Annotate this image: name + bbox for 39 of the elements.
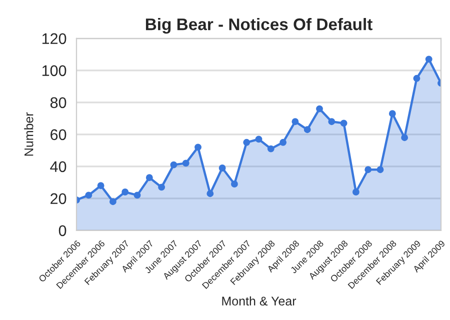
y-tick-label: 60 xyxy=(50,129,66,140)
point xyxy=(230,180,238,188)
point xyxy=(425,56,432,63)
y-tick-label: 0 xyxy=(58,225,66,236)
point xyxy=(364,166,372,174)
y-tick-label: 100 xyxy=(42,65,66,76)
chart-title: Big Bear - Notices Of Default xyxy=(146,18,372,34)
point xyxy=(376,166,384,174)
point xyxy=(134,192,141,199)
y-tick-label: 40 xyxy=(50,161,66,172)
point xyxy=(352,188,360,196)
point xyxy=(158,184,166,191)
y-tick-label: 120 xyxy=(42,33,66,44)
point xyxy=(316,105,323,112)
point xyxy=(122,188,129,196)
point xyxy=(401,134,408,142)
point xyxy=(194,144,202,151)
point xyxy=(146,174,153,182)
point xyxy=(413,74,420,82)
point xyxy=(255,136,262,143)
point xyxy=(292,118,299,126)
point xyxy=(328,118,336,126)
point xyxy=(85,192,92,199)
point xyxy=(243,138,250,146)
point xyxy=(170,161,178,168)
y-tick-label: 80 xyxy=(50,97,66,108)
point xyxy=(304,126,311,134)
point xyxy=(267,145,274,152)
point xyxy=(388,110,396,118)
y-axis-title: Number xyxy=(24,112,34,156)
x-axis-title: Month & Year xyxy=(222,296,296,306)
point xyxy=(206,190,214,198)
point xyxy=(182,160,190,167)
point xyxy=(218,164,226,172)
point xyxy=(109,198,116,206)
point xyxy=(280,138,287,146)
point xyxy=(97,182,104,190)
point xyxy=(340,120,348,127)
y-tick-label: 20 xyxy=(50,193,66,204)
